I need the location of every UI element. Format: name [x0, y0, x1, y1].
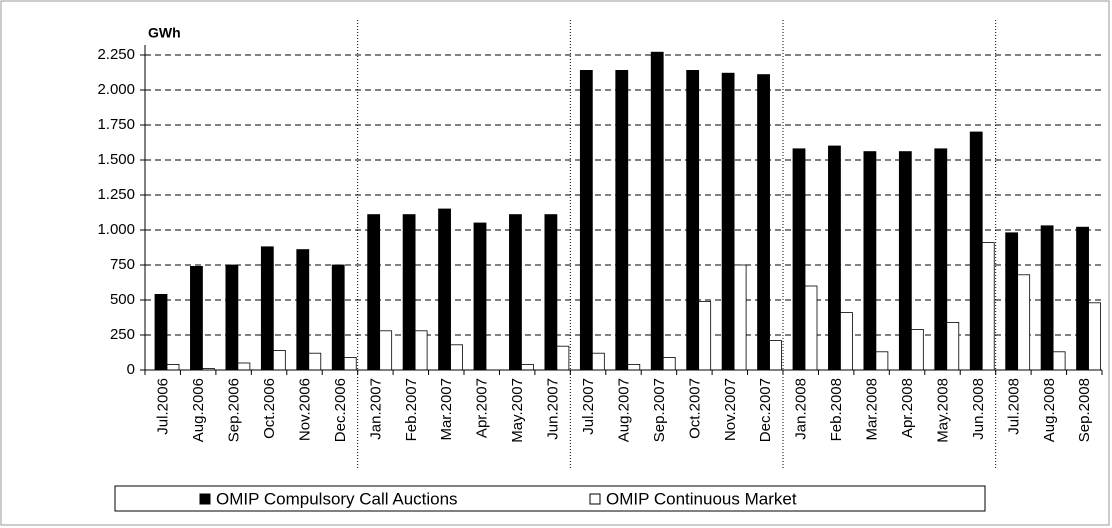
x-tick-label: Oct.2007 [686, 378, 703, 439]
bar [237, 362, 251, 371]
x-tick-label: Aug.2008 [1041, 378, 1058, 442]
x-tick-label: Nov.2006 [296, 378, 313, 441]
bar [473, 222, 487, 371]
x-tick-label: Jan.2008 [793, 378, 810, 440]
x-tick-label: Apr.2008 [899, 378, 916, 438]
bar [650, 51, 664, 371]
x-tick-label: Jul.2007 [580, 378, 597, 435]
y-tick-label: 2.000 [97, 81, 135, 98]
x-tick-label: Sep.2008 [1076, 378, 1093, 442]
bar [1052, 351, 1066, 371]
bar [733, 264, 747, 371]
y-tick-label: 1.250 [97, 186, 135, 203]
x-tick-label: Jun.2008 [970, 378, 987, 440]
bar [910, 328, 924, 371]
x-tick-label: Dec.2007 [757, 378, 774, 442]
y-axis-label: GWh [148, 25, 181, 41]
bar [898, 151, 912, 371]
y-tick-label: 1.500 [97, 151, 135, 168]
x-tick-label: Jun.2007 [545, 378, 562, 440]
bar [686, 70, 700, 371]
y-tick-label: 1.750 [97, 116, 135, 133]
bar [272, 349, 286, 371]
bar [875, 351, 889, 371]
bar [225, 264, 239, 371]
x-tick-label: Feb.2008 [828, 378, 845, 441]
legend [114, 485, 986, 512]
bar [154, 293, 168, 371]
bar [615, 70, 629, 371]
x-tick-label: Sep.2007 [651, 378, 668, 442]
bar [579, 70, 593, 371]
bar [792, 148, 806, 371]
bar [379, 330, 393, 371]
x-tick-label: Aug.2006 [190, 378, 207, 442]
bar [863, 151, 877, 371]
bar [296, 249, 310, 371]
y-tick-label: 500 [110, 291, 135, 308]
bar [969, 131, 983, 371]
y-tick-label: 1.000 [97, 221, 135, 238]
bar [331, 264, 345, 371]
y-tick-label: 2.250 [97, 46, 135, 63]
bar [260, 246, 274, 371]
bar [521, 363, 534, 371]
x-tick-label: Sep.2006 [226, 378, 243, 442]
x-tick-label: Aug.2007 [615, 378, 632, 442]
bar [757, 74, 770, 371]
bar [402, 214, 416, 371]
bar [450, 344, 463, 371]
legend-label: OMIP Compulsory Call Auctions [216, 489, 458, 508]
bar [1005, 232, 1019, 371]
x-tick-label: Jul.2008 [1005, 378, 1022, 435]
bar [934, 148, 948, 371]
bar [544, 214, 558, 371]
bar [1088, 302, 1101, 371]
legend-label: OMIP Continuous Market [606, 489, 797, 508]
bar [946, 321, 960, 371]
bar [840, 312, 853, 371]
y-tick-label: 750 [110, 256, 135, 273]
x-tick-label: Nov.2007 [722, 378, 739, 441]
x-tick-label: May.2007 [509, 378, 526, 443]
bar [1040, 225, 1054, 371]
bar [981, 242, 995, 371]
bar [591, 352, 605, 371]
x-tick-label: Mar.2008 [864, 378, 881, 441]
bar [438, 208, 451, 371]
bar [343, 356, 357, 371]
x-tick-label: Apr.2007 [474, 378, 491, 438]
bar [627, 363, 641, 371]
x-tick-label: Jul.2006 [155, 378, 172, 435]
y-tick-label: 0 [127, 361, 135, 378]
bar [804, 285, 818, 371]
bar [367, 214, 381, 371]
x-tick-label: Mar.2007 [438, 378, 455, 441]
x-tick-label: Oct.2006 [261, 378, 278, 439]
bar [721, 72, 735, 371]
bar [166, 363, 180, 371]
bar [662, 356, 676, 371]
x-tick-label: Dec.2006 [332, 378, 349, 442]
bar [828, 145, 841, 371]
bar [509, 214, 522, 371]
bar [556, 345, 570, 371]
bar [1017, 274, 1031, 371]
y-tick-label: 250 [110, 326, 135, 343]
bar [1076, 226, 1089, 371]
legend-swatch [199, 493, 211, 505]
x-tick-label: May.2008 [934, 378, 951, 443]
legend-swatch [589, 493, 601, 505]
bar [308, 352, 322, 371]
bar [190, 265, 203, 371]
x-tick-label: Jan.2007 [367, 378, 384, 440]
bar [698, 300, 712, 371]
x-tick-label: Feb.2007 [403, 378, 420, 441]
bar [769, 340, 782, 371]
bar [414, 330, 428, 371]
